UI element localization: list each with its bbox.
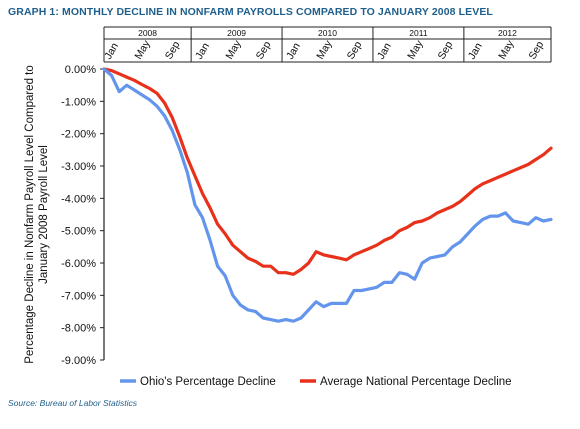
series-line-national: [102, 67, 553, 276]
year-label: 2011: [409, 28, 428, 38]
month-tick-label: May: [496, 38, 517, 62]
month-tick-label: Jan: [284, 41, 303, 62]
y-tick-label: -8.00%: [61, 323, 96, 335]
year-label: 2012: [498, 28, 517, 38]
timeline-header: 2008 2009 2010 2011 2012 Jan May Sep Jan May Sep Ja…: [102, 26, 552, 63]
y-tick-label: -3.00%: [61, 161, 96, 173]
month-tick-label: Sep: [526, 39, 546, 61]
y-axis: 0.00% -1.00% -2.00% -3.00% -4.00% -5.00% -6.00…: [61, 64, 105, 367]
chart-title: GRAPH 1: MONTHLY DECLINE IN NONFARM PAYR…: [8, 6, 493, 18]
month-tick-label: Sep: [345, 39, 365, 61]
y-tick-label: -2.00%: [61, 129, 96, 141]
month-tick-label: Jan: [102, 41, 121, 62]
y-tick-label: -7.00%: [61, 290, 96, 302]
y-tick-label: -4.00%: [61, 193, 96, 205]
month-tick-label: Jan: [375, 41, 394, 62]
legend-label-ohio: Ohio's Percentage Decline: [140, 376, 276, 388]
year-label: 2010: [318, 28, 337, 38]
legend-label-national: Average National Percentage Decline: [320, 376, 512, 388]
y-tick-label: -5.00%: [61, 226, 96, 238]
month-tick-label: Jan: [193, 41, 212, 62]
source-note: Source: Bureau of Labor Statistics: [8, 398, 137, 408]
series-line-ohio: [102, 67, 553, 323]
month-tick-label: Jan: [466, 41, 485, 62]
y-axis-title-line2: January 2008 Payroll Level: [38, 145, 50, 284]
y-tick-label: -9.00%: [61, 355, 96, 367]
month-tick-label: May: [314, 38, 335, 62]
y-axis-title-line1: Percentage Decline in Nonfarm Payroll Le…: [24, 65, 36, 364]
y-tick-label: -6.00%: [61, 258, 96, 270]
y-tick-label: 0.00%: [65, 64, 96, 76]
month-tick-label: Sep: [254, 39, 274, 61]
month-tick-label: Sep: [163, 39, 183, 61]
plot-area: [102, 67, 553, 323]
year-label: 2008: [138, 28, 157, 38]
legend: Ohio's Percentage Decline Average Nation…: [120, 376, 512, 388]
year-label: 2009: [227, 28, 246, 38]
month-tick-label: May: [133, 38, 154, 62]
month-tick-label: Sep: [436, 39, 456, 61]
y-tick-label: -1.00%: [61, 96, 96, 108]
month-tick-label: May: [223, 38, 244, 62]
month-tick-label: May: [405, 38, 426, 62]
